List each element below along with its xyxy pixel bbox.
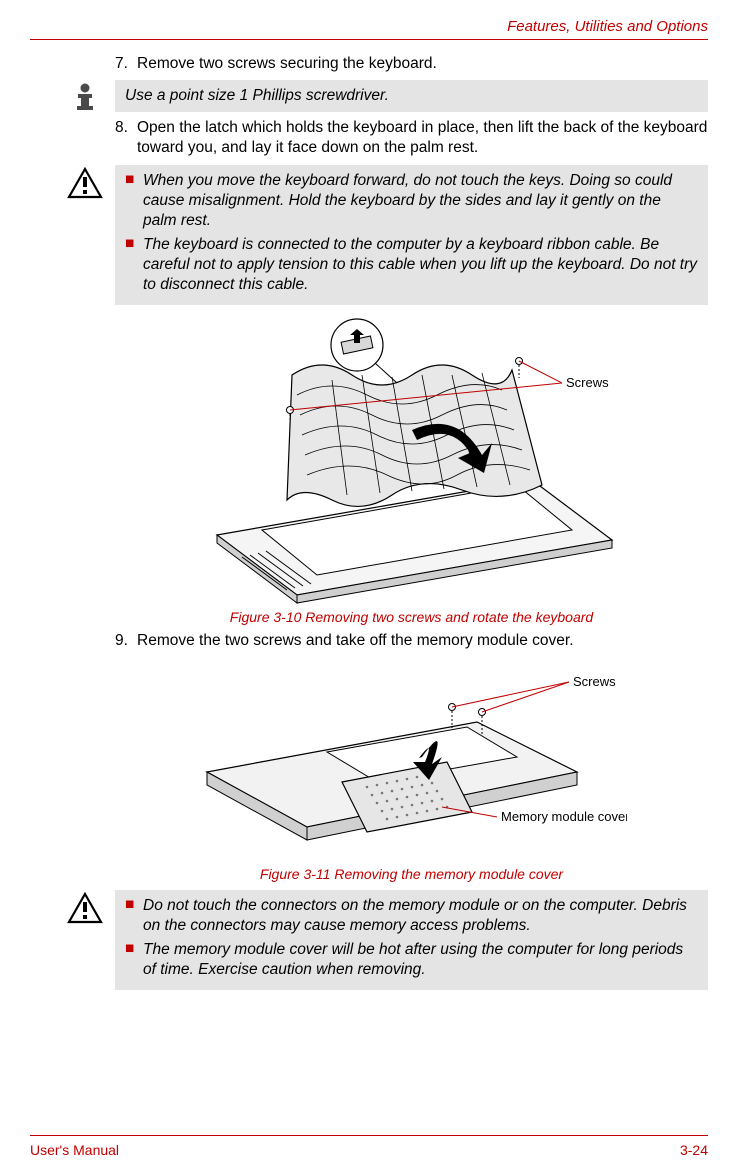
warning-note-1: ■ When you move the keyboard forward, do… bbox=[55, 165, 708, 306]
bullet-icon: ■ bbox=[125, 235, 143, 295]
step-text: Remove the two screws and take off the m… bbox=[137, 631, 708, 651]
footer-right: 3-24 bbox=[680, 1142, 708, 1158]
step-7: 7. Remove two screws securing the keyboa… bbox=[115, 54, 708, 74]
figure-label: Memory module cover bbox=[501, 809, 627, 824]
bullet-icon: ■ bbox=[125, 171, 143, 231]
figure-caption: Figure 3-10 Removing two screws and rota… bbox=[115, 609, 708, 625]
page-content: 7. Remove two screws securing the keyboa… bbox=[30, 54, 708, 990]
figure-label: Screws bbox=[573, 674, 616, 689]
info-icon bbox=[55, 80, 115, 112]
bullet-icon: ■ bbox=[125, 896, 143, 936]
step-number: 8. bbox=[115, 118, 137, 158]
figure-3-11: Screws Memory module cover Figure 3-11 R… bbox=[115, 662, 708, 882]
warning-text: When you move the keyboard forward, do n… bbox=[143, 171, 698, 231]
warning-text: Do not touch the connectors on the memor… bbox=[143, 896, 698, 936]
figure-image: Screws bbox=[202, 315, 622, 605]
footer-divider bbox=[30, 1135, 708, 1136]
header-divider bbox=[30, 39, 708, 40]
warning-text: The keyboard is connected to the compute… bbox=[143, 235, 698, 295]
section-header: Features, Utilities and Options bbox=[30, 18, 708, 35]
step-8: 8. Open the latch which holds the keyboa… bbox=[115, 118, 708, 158]
page-footer: User's Manual 3-24 bbox=[30, 1135, 708, 1158]
figure-image: Screws Memory module cover bbox=[197, 662, 627, 862]
step-number: 9. bbox=[115, 631, 137, 651]
tip-note: Use a point size 1 Phillips screwdriver. bbox=[55, 80, 708, 112]
warning-note-2: ■ Do not touch the connectors on the mem… bbox=[55, 890, 708, 991]
step-number: 7. bbox=[115, 54, 137, 74]
figure-3-10: Screws Figure 3-10 Removing two screws a… bbox=[115, 315, 708, 625]
caution-icon bbox=[55, 165, 115, 199]
figure-caption: Figure 3-11 Removing the memory module c… bbox=[115, 866, 708, 882]
footer-left: User's Manual bbox=[30, 1142, 119, 1158]
warning-box: ■ Do not touch the connectors on the mem… bbox=[115, 890, 708, 991]
warning-box: ■ When you move the keyboard forward, do… bbox=[115, 165, 708, 306]
step-9: 9. Remove the two screws and take off th… bbox=[115, 631, 708, 651]
bullet-icon: ■ bbox=[125, 940, 143, 980]
tip-text: Use a point size 1 Phillips screwdriver. bbox=[115, 80, 708, 112]
caution-icon bbox=[55, 890, 115, 924]
step-text: Open the latch which holds the keyboard … bbox=[137, 118, 708, 158]
step-text: Remove two screws securing the keyboard. bbox=[137, 54, 708, 74]
warning-text: The memory module cover will be hot afte… bbox=[143, 940, 698, 980]
figure-label: Screws bbox=[566, 375, 609, 390]
